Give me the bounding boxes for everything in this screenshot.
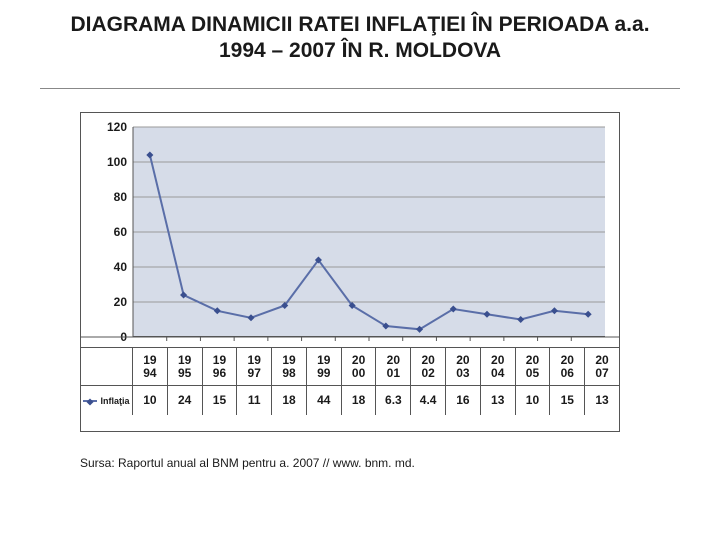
y-tick-label: 60	[114, 225, 128, 239]
y-tick-label: 40	[114, 260, 128, 274]
y-tick-label: 120	[107, 120, 127, 134]
x-category-cell: 2007	[585, 347, 619, 385]
plot-bottom-border	[133, 336, 605, 337]
data-value-cell: 6.3	[376, 385, 411, 415]
data-value-cell: 18	[272, 385, 307, 415]
page-root: DIAGRAMA DINAMICII RATEI INFLAŢIEI ÎN PE…	[0, 0, 720, 540]
data-value-cell: 44	[307, 385, 342, 415]
x-category-cell: 1994	[133, 347, 168, 385]
data-value-cell: 11	[237, 385, 272, 415]
data-value-cell: 4.4	[411, 385, 446, 415]
data-value-cell: 10	[516, 385, 551, 415]
legend-marker-icon	[87, 398, 94, 405]
legend-cell: Inflaţia	[81, 385, 133, 415]
y-tick-label: 100	[107, 155, 127, 169]
legend-swatch	[83, 400, 97, 402]
y-tick-labels: 020406080100120	[107, 120, 127, 344]
data-value-cell: 13	[481, 385, 516, 415]
data-value-row: Inflaţia 102415111844186.34.41613101513	[81, 385, 619, 415]
x-category-cell: 1995	[168, 347, 203, 385]
horizontal-rule	[40, 88, 680, 89]
chart-title: DIAGRAMA DINAMICII RATEI INFLAŢIEI ÎN PE…	[60, 12, 660, 65]
x-category-cell: 1999	[307, 347, 342, 385]
data-value-cell: 24	[168, 385, 203, 415]
source-text: Sursa: Raportul anual al BNM pentru a. 2…	[80, 456, 415, 470]
legend-label: Inflaţia	[100, 396, 129, 406]
x-category-cell: 1996	[203, 347, 238, 385]
plot-area	[133, 127, 605, 337]
x-category-cells: 1994199519961997199819992000200120022003…	[133, 347, 619, 385]
x-separators	[167, 337, 572, 341]
legend-line	[83, 400, 97, 402]
x-row-header-empty	[81, 347, 133, 385]
data-value-cell: 16	[446, 385, 481, 415]
x-category-cell: 1998	[272, 347, 307, 385]
data-value-cell: 13	[585, 385, 619, 415]
data-value-cell: 15	[203, 385, 238, 415]
x-category-cell: 2006	[550, 347, 585, 385]
x-category-cell: 2003	[446, 347, 481, 385]
x-category-cell: 2000	[342, 347, 377, 385]
data-value-cell: 10	[133, 385, 168, 415]
chart-container: 020406080100120 199419951996199719981999…	[80, 112, 620, 432]
x-category-cell: 2004	[481, 347, 516, 385]
y-tick-label: 80	[114, 190, 128, 204]
data-value-cell: 18	[342, 385, 377, 415]
data-value-cell: 15	[550, 385, 585, 415]
data-value-cells: 102415111844186.34.41613101513	[133, 385, 619, 415]
x-category-cell: 2001	[376, 347, 411, 385]
x-category-row: 1994199519961997199819992000200120022003…	[81, 347, 619, 385]
x-category-cell: 2002	[411, 347, 446, 385]
x-category-cell: 2005	[516, 347, 551, 385]
y-tick-label: 20	[114, 295, 128, 309]
x-category-cell: 1997	[237, 347, 272, 385]
